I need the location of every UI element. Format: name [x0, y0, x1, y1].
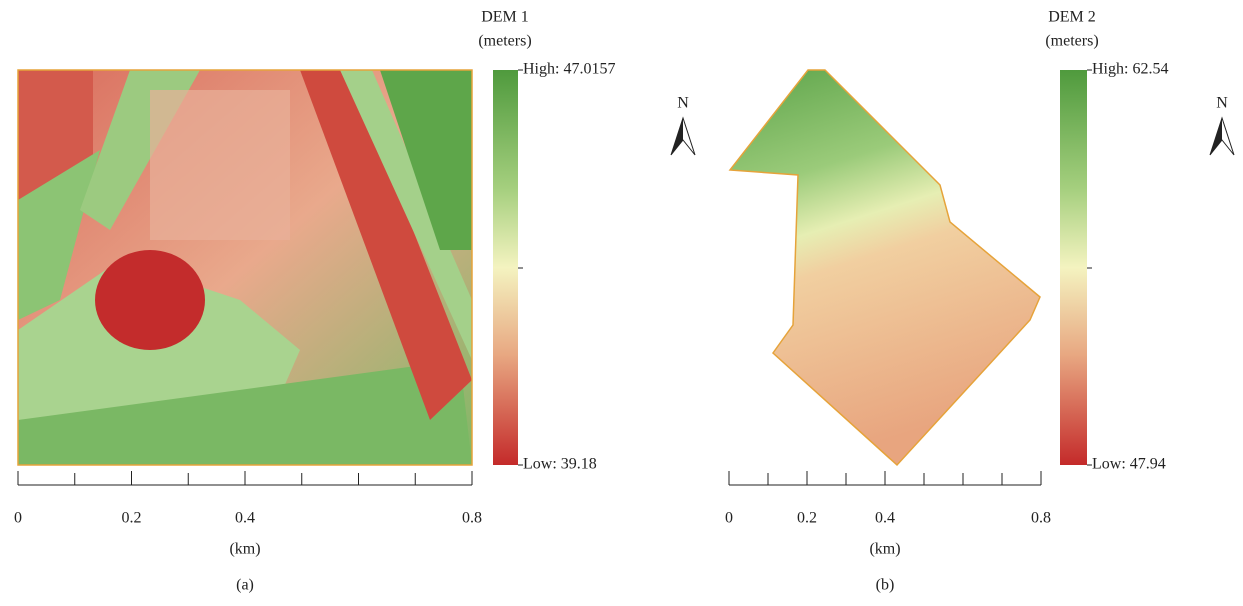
caption: (b) [876, 577, 895, 594]
scale-unit: (km) [869, 541, 900, 558]
legend-title: DEM 1 [481, 9, 529, 26]
north-arrow [671, 118, 683, 155]
legend-title: DEM 2 [1048, 9, 1096, 26]
scale-label: 0.4 [235, 510, 255, 527]
legend-low: Low: 47.94 [1092, 456, 1166, 473]
scale-label: 0.8 [462, 510, 482, 527]
scale-label: 0.4 [875, 510, 895, 527]
scale-label: 0 [725, 510, 733, 527]
legend-high: High: 47.0157 [523, 61, 615, 78]
scale-label: 0.2 [122, 510, 142, 527]
caption: (a) [236, 577, 254, 594]
legend-low: Low: 39.18 [523, 456, 597, 473]
map-a [17, 69, 473, 466]
legend-unit: (meters) [1045, 33, 1098, 50]
north-label: N [1216, 95, 1228, 112]
scale-label: 0 [14, 510, 22, 527]
colorbar [493, 70, 518, 465]
map-b [728, 69, 1041, 467]
colorbar [1060, 70, 1087, 465]
legend-unit: (meters) [478, 33, 531, 50]
north-arrow [1210, 118, 1222, 155]
scale-unit: (km) [229, 541, 260, 558]
scale-label: 0.8 [1031, 510, 1051, 527]
north-label: N [677, 95, 689, 112]
legend-high: High: 62.54 [1092, 61, 1168, 78]
scale-label: 0.2 [797, 510, 817, 527]
